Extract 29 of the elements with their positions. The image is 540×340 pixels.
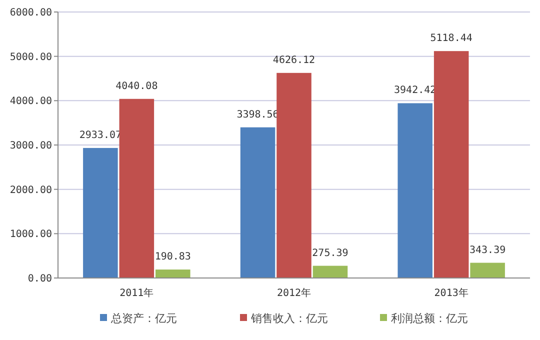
y-tick-label: 0.00 — [28, 274, 52, 284]
legend-label: 利润总额：亿元 — [391, 312, 468, 325]
y-tick-label: 3000.00 — [10, 140, 52, 152]
bar — [156, 270, 190, 278]
x-tick-label: 2013年 — [434, 287, 468, 299]
bar — [470, 262, 505, 278]
bar — [83, 148, 118, 278]
y-tick-label: 2000.00 — [10, 184, 52, 196]
x-tick-label: 2012年 — [276, 287, 312, 299]
legend-label: 总资产：亿元 — [110, 312, 177, 325]
y-tick-label: 5000.00 — [10, 52, 52, 63]
legend-label: 销售收入：亿元 — [250, 312, 328, 325]
x-tick-label: 2011年 — [120, 287, 154, 299]
bar — [276, 72, 312, 278]
data-label: 343.39 — [470, 244, 506, 256]
data-label: 190.83 — [154, 252, 191, 263]
data-label: 2933.07 — [79, 130, 122, 141]
bar — [119, 98, 154, 278]
data-label: 275.39 — [312, 248, 348, 259]
bar — [240, 127, 276, 278]
bar — [312, 266, 348, 278]
bar — [434, 51, 469, 278]
y-tick-label: 4000.00 — [10, 96, 52, 108]
data-label: 4040.08 — [116, 80, 158, 92]
bar — [398, 103, 432, 278]
data-label: 5118.44 — [430, 33, 472, 44]
data-label: 4626.12 — [272, 54, 316, 66]
y-tick-label: 1000.00 — [10, 229, 52, 240]
y-tick-label: 6000.00 — [10, 8, 52, 18]
